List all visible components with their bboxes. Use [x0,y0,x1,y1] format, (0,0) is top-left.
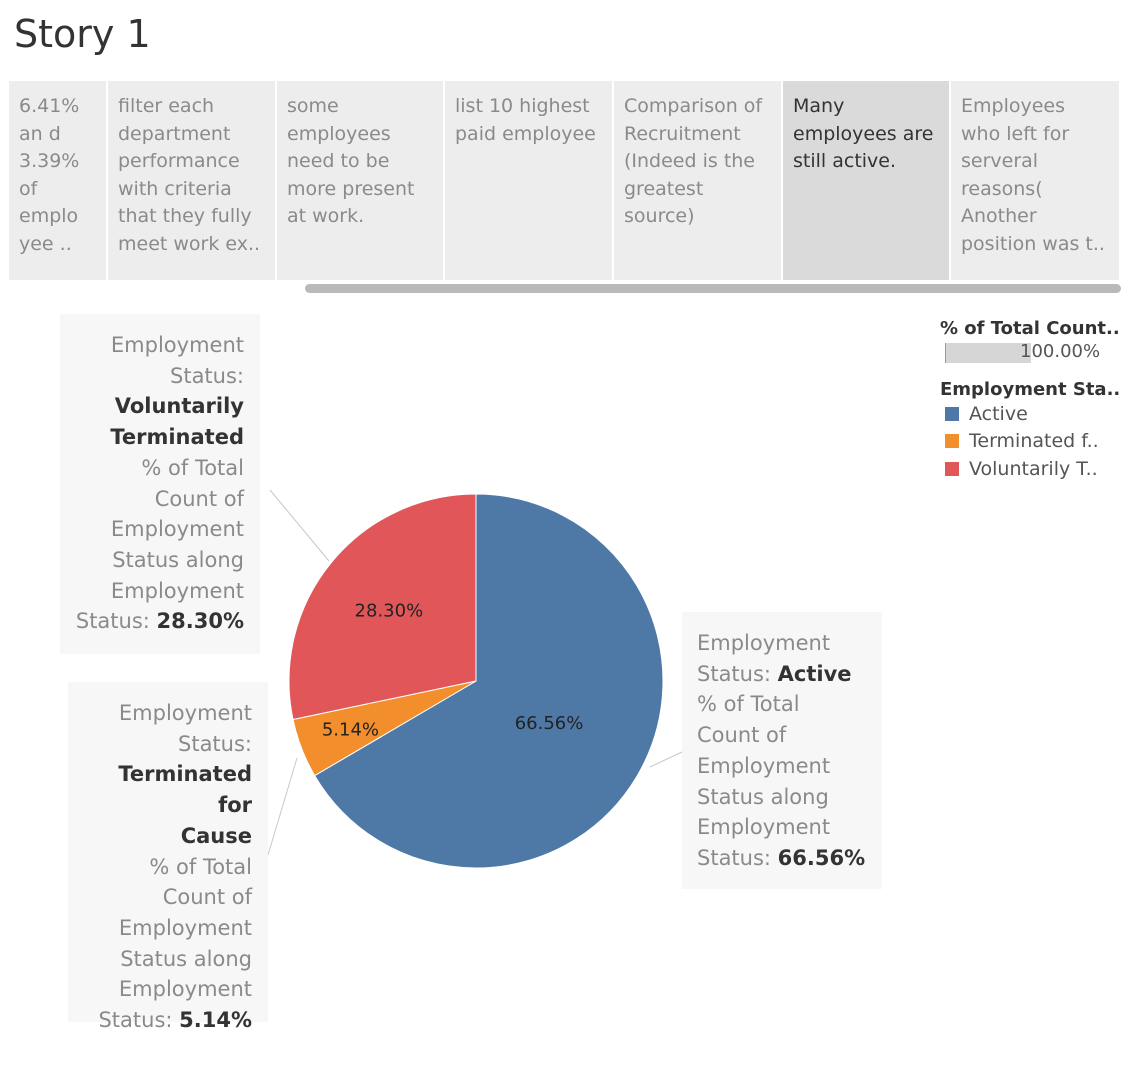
legend-label: Voluntarily T.. [969,457,1098,480]
story-point-4[interactable]: list 10 highest paid employee [445,81,612,280]
tooltip-line: Count of [162,885,252,910]
tooltip-value: 5.14% [179,1008,252,1033]
legend-swatch-voluntary [945,461,959,476]
story-point-6[interactable]: Many employees are still active. [783,81,949,280]
legend-label: Terminated f.. [969,430,1099,453]
tooltip-value: Cause [180,823,252,848]
tooltip-voluntarily-terminated: Employment Status: Voluntarily Terminate… [60,314,260,654]
tooltip-line: Employment [118,915,252,940]
pie-slice-voluntarily-terminated[interactable] [288,493,477,721]
tooltip-line: Count of [697,723,787,748]
tooltip-active: Employment Status: Active % of Total Cou… [682,612,882,889]
tooltip-line: Status along [120,946,252,971]
tooltip-line: Status: [697,661,778,686]
story-point-7[interactable]: Employees who left for serveral reasons(… [951,81,1119,280]
tooltip-line: Employment [697,753,831,778]
color-legend-title: Employment Sta.. [940,379,1121,400]
pie-slice-active[interactable] [313,493,664,869]
size-legend-bar [945,343,1031,363]
pie-slice-terminated-for-cause[interactable] [292,680,477,777]
tooltip-line: Status: [697,845,778,870]
legend-item-terminated[interactable]: Terminated f.. [940,428,1120,456]
tooltip-line: Employment [697,815,831,840]
tooltip-line: Status along [112,547,244,572]
story-title: Story 1 [14,12,151,56]
leader-line-voluntary [269,489,330,562]
legend-swatch-terminated [945,434,959,449]
tooltip-line: Employment [118,701,252,725]
tooltip-value: Active [777,661,852,686]
leader-line-cause [267,757,298,856]
pie-label-terminated-for-cause: 5.14% [322,720,379,741]
legend-label: Active [969,402,1028,425]
tooltip-line: % of Total [141,455,244,480]
tooltip-line: Employment [697,631,831,655]
story-scrollbar[interactable] [305,284,1121,293]
leader-line-active [649,751,683,768]
tooltip-terminated-for-cause: Employment Status: Terminated for Cause … [68,682,268,1032]
tooltip-value: Terminated [110,425,244,450]
tooltip-line: Status: [170,363,244,388]
story-navigator: 6.41% an d 3.39% of emplo yee .. filter … [9,81,1121,280]
tooltip-value: 66.56% [777,845,866,870]
tooltip-line: % of Total [697,692,800,717]
tooltip-line: Status along [697,784,829,809]
tooltip-value: Terminated for [118,762,252,818]
tooltip-value: 28.30% [156,609,244,634]
legend-item-voluntary[interactable]: Voluntarily T.. [940,455,1120,483]
tooltip-value: Voluntarily [114,394,244,419]
size-legend-title: % of Total Count.. [940,318,1120,339]
tooltip-line: Status: [178,731,252,756]
legend: % of Total Count.. 100.00% Employment St… [940,318,1120,483]
size-legend: 100.00% [940,341,1120,367]
story-point-1[interactable]: 6.41% an d 3.39% of emplo yee .. [9,81,106,280]
story-point-2[interactable]: filter each department performance with … [108,81,275,280]
tooltip-line: Count of [154,486,244,511]
pie-label-active: 66.56% [515,713,584,734]
tooltip-line: Employment [118,977,252,1002]
tooltip-line: Employment [110,333,244,357]
tooltip-line: % of Total [149,854,252,879]
legend-swatch-active [945,406,959,421]
legend-item-active[interactable]: Active [940,400,1120,428]
tooltip-line: Status: [75,609,157,634]
tooltip-line: Employment [110,578,244,603]
pie-label-voluntarily-terminated: 28.30% [355,600,424,621]
tooltip-line: Status: [98,1008,180,1033]
tooltip-line: Employment [110,517,244,542]
story-point-5[interactable]: Comparison of Recruitment (Indeed is the… [614,81,781,280]
size-legend-value: 100.00% [1020,341,1101,362]
story-point-3[interactable]: some employees need to be more present a… [277,81,443,280]
